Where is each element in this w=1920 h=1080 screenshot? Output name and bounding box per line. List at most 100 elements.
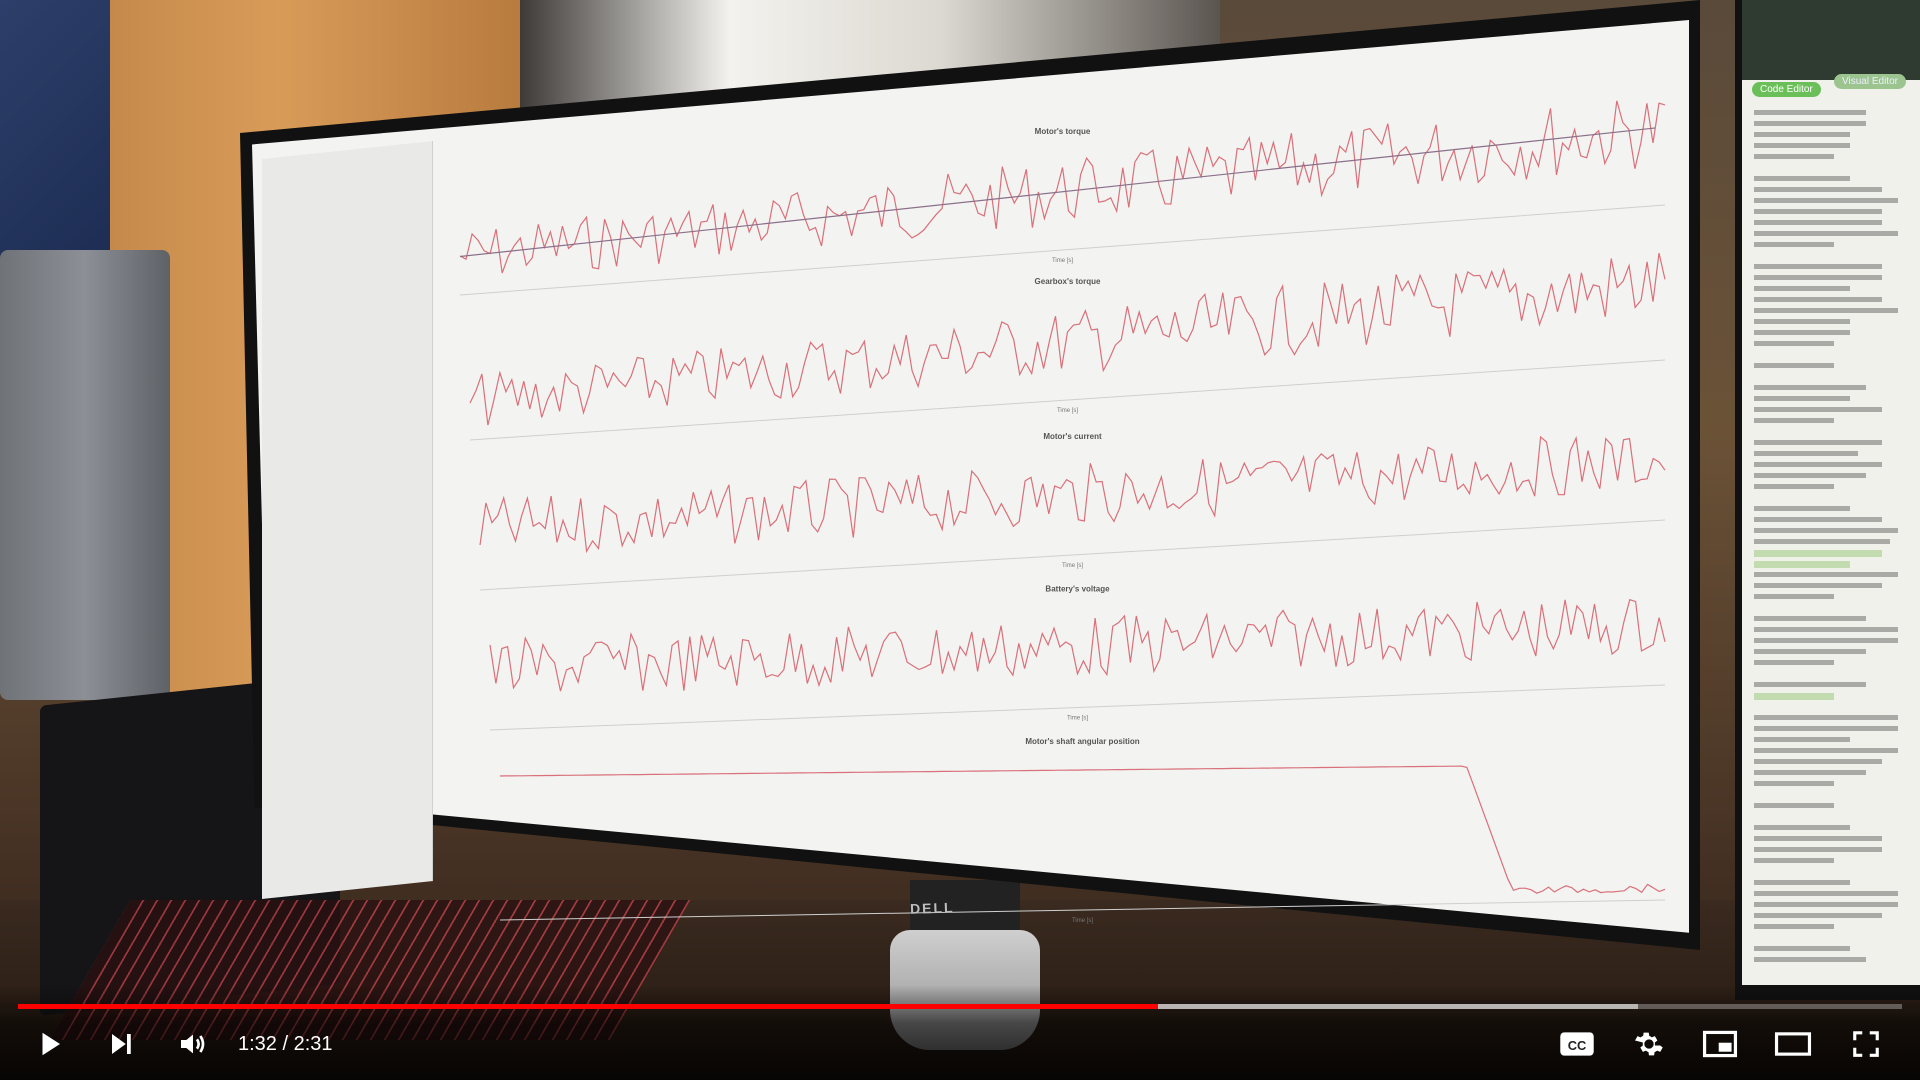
plot-title: Battery's voltage	[1045, 585, 1110, 594]
monitor-brand: DELL	[909, 899, 955, 917]
editor-line	[1754, 726, 1898, 731]
editor-line	[1754, 858, 1834, 863]
plot-xlabel: Time [s]	[1057, 408, 1078, 414]
editor-line	[1754, 418, 1834, 423]
editor-line	[1754, 308, 1898, 313]
editor-line	[1754, 561, 1850, 568]
time-separator: /	[276, 1033, 294, 1055]
editor-line	[1754, 550, 1882, 557]
editor-line	[1754, 462, 1882, 467]
editor-line	[1754, 231, 1898, 236]
editor-line	[1754, 198, 1898, 203]
captions-icon: CC	[1560, 1032, 1594, 1056]
editor-line	[1754, 770, 1866, 775]
next-button[interactable]	[102, 1024, 142, 1064]
editor-line	[1754, 836, 1882, 841]
editor-line	[1754, 924, 1834, 929]
editor-line	[1754, 187, 1882, 192]
editor-line	[1754, 957, 1866, 962]
editor-line	[1754, 396, 1850, 401]
editor-line	[1754, 880, 1850, 885]
editor-line	[1754, 407, 1882, 412]
editor-line	[1754, 506, 1850, 511]
right-monitor-screen: Code Editor Visual Editor	[1742, 0, 1920, 985]
editor-line	[1754, 209, 1882, 214]
fullscreen-button[interactable]	[1846, 1024, 1886, 1064]
editor-line	[1754, 385, 1866, 390]
editor-line	[1754, 275, 1882, 280]
editor-line	[1754, 363, 1834, 368]
plot-axis	[479, 519, 1666, 591]
play-icon	[42, 1032, 60, 1056]
editor-line	[1754, 176, 1850, 181]
editor-line	[1754, 451, 1858, 456]
plot-xlabel: Time [s]	[1067, 716, 1088, 722]
wall-poster	[0, 0, 130, 260]
gear-icon	[1635, 1032, 1663, 1056]
theater-button[interactable]	[1773, 1024, 1813, 1064]
editor-line	[1754, 484, 1834, 489]
editor-line	[1754, 583, 1882, 588]
svg-text:CC: CC	[1568, 1038, 1587, 1053]
editor-line	[1754, 286, 1850, 291]
settings-button[interactable]	[1629, 1024, 1669, 1064]
editor-line	[1754, 693, 1834, 700]
plot-signal-line	[469, 252, 1666, 426]
plot-xlabel: Time [s]	[1072, 918, 1093, 924]
plot-xlabel: Time [s]	[1062, 563, 1083, 569]
editor-line	[1754, 132, 1850, 137]
editor-line	[1754, 517, 1882, 522]
editor-line	[1754, 803, 1834, 808]
current-time: 1:32	[238, 1033, 277, 1055]
plot-title: Motor's torque	[1035, 127, 1091, 136]
plot-signal-line	[489, 598, 1666, 692]
plot-axis	[489, 684, 1666, 731]
plot-signal-line	[499, 765, 1666, 894]
editor-line	[1754, 737, 1850, 742]
editor-line	[1754, 649, 1866, 654]
plot-axis	[459, 204, 1666, 296]
editor-line	[1754, 330, 1850, 335]
editor-line	[1754, 660, 1834, 665]
miniplayer-button[interactable]	[1700, 1024, 1740, 1064]
volume-icon	[181, 1034, 205, 1054]
editor-line	[1754, 682, 1866, 687]
editor-line	[1754, 781, 1834, 786]
editor-line	[1754, 946, 1850, 951]
editor-line	[1754, 759, 1882, 764]
editor-line	[1754, 847, 1882, 852]
editor-line	[1754, 748, 1898, 753]
editor-line	[1754, 715, 1898, 720]
editor-line	[1754, 242, 1834, 247]
progress-bar[interactable]	[18, 1004, 1902, 1009]
plot-axis	[469, 359, 1666, 441]
editor-line	[1754, 264, 1882, 269]
miniplayer-icon	[1702, 1030, 1738, 1058]
editor-line	[1754, 143, 1850, 148]
plot-signal-line	[479, 435, 1666, 554]
play-button[interactable]	[30, 1024, 70, 1064]
volume-button[interactable]	[173, 1024, 213, 1064]
plot-axis	[499, 899, 1666, 921]
editor-line	[1754, 572, 1898, 577]
captions-button[interactable]: CC	[1557, 1024, 1597, 1064]
editor-line	[1754, 440, 1882, 445]
visual-editor-button[interactable]: Visual Editor	[1834, 74, 1906, 89]
editor-line	[1754, 627, 1898, 632]
editor-line	[1754, 902, 1898, 907]
browser-toolbar	[1742, 0, 1920, 80]
code-editor-button[interactable]: Code Editor	[1752, 82, 1821, 97]
editor-line	[1754, 638, 1898, 643]
fullscreen-icon	[1853, 1031, 1879, 1057]
plot-title: Motor's shaft angular position	[1025, 737, 1139, 746]
editor-line	[1754, 539, 1890, 544]
editor-line	[1754, 110, 1866, 115]
editor-line	[1754, 319, 1850, 324]
plot-signal-line	[459, 100, 1666, 274]
editor-line	[1754, 528, 1898, 533]
duration: 2:31	[293, 1033, 333, 1055]
editor-line	[1754, 825, 1850, 830]
editor-line	[1754, 121, 1866, 126]
